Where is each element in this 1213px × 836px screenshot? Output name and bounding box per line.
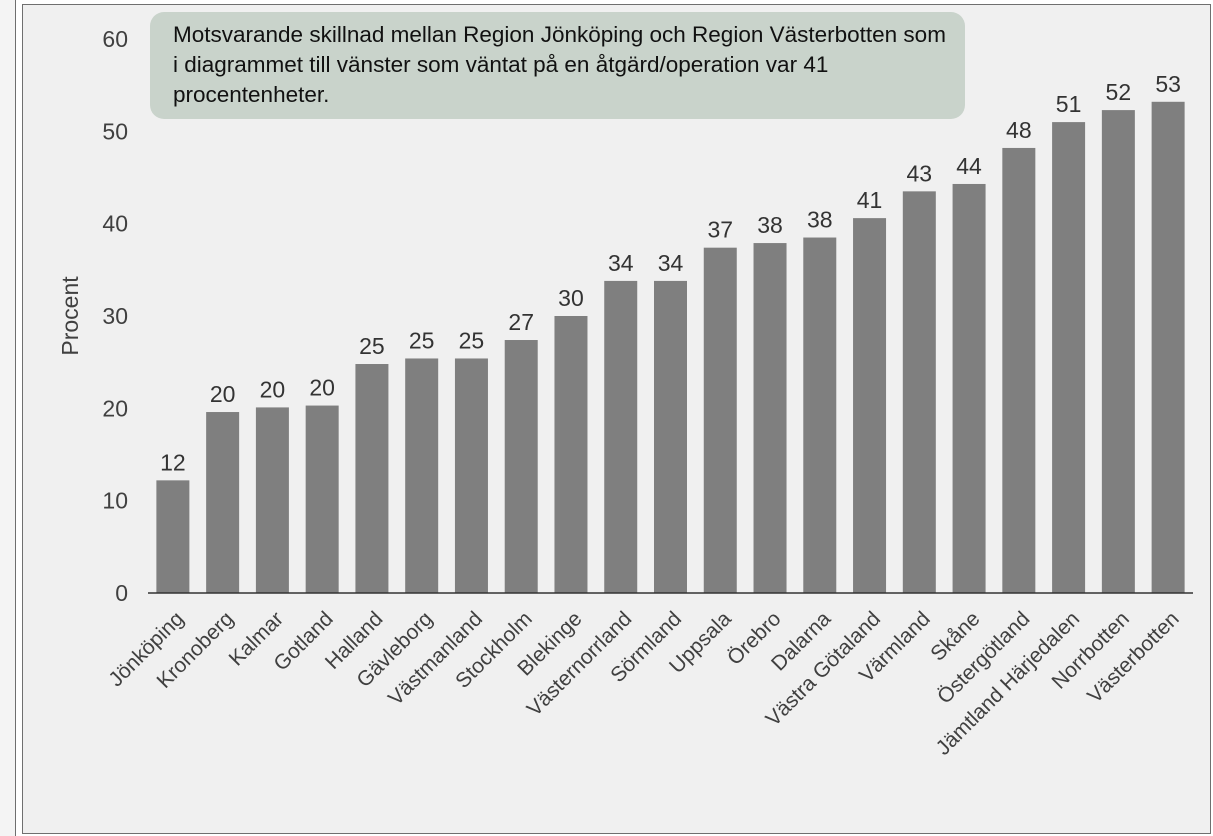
bar bbox=[554, 316, 588, 593]
data-label: 37 bbox=[707, 217, 733, 243]
bar bbox=[355, 364, 389, 593]
left-frame-border bbox=[0, 0, 16, 836]
data-label: 53 bbox=[1155, 71, 1181, 97]
data-label: 30 bbox=[558, 285, 584, 311]
bar bbox=[803, 237, 837, 593]
y-tick-label: 40 bbox=[102, 211, 128, 237]
data-label: 52 bbox=[1106, 79, 1132, 105]
y-tick-label: 10 bbox=[102, 488, 128, 514]
data-label: 34 bbox=[658, 250, 684, 276]
annotation-callout: Motsvarande skillnad mellan Region Jönkö… bbox=[150, 12, 965, 119]
data-label: 12 bbox=[160, 449, 186, 475]
data-label: 48 bbox=[1006, 117, 1032, 143]
bar bbox=[1101, 110, 1135, 593]
bar bbox=[156, 480, 190, 593]
data-label: 51 bbox=[1056, 91, 1082, 117]
data-label: 38 bbox=[757, 212, 783, 238]
bar bbox=[853, 218, 887, 594]
bar bbox=[305, 405, 339, 593]
y-axis-ticks: 0 10 20 30 40 50 60 bbox=[102, 26, 128, 606]
bar bbox=[753, 243, 787, 593]
bar bbox=[654, 280, 687, 593]
y-tick-label: 50 bbox=[102, 118, 128, 144]
data-label: 25 bbox=[359, 333, 385, 359]
bar bbox=[703, 247, 737, 593]
bars bbox=[156, 101, 1185, 594]
bar bbox=[504, 340, 538, 593]
y-tick-label: 30 bbox=[102, 303, 128, 329]
bar bbox=[255, 407, 289, 593]
y-axis-label: Procent bbox=[57, 276, 83, 356]
y-tick-label: 60 bbox=[102, 26, 128, 52]
y-tick-label: 0 bbox=[115, 580, 128, 606]
bar bbox=[1151, 101, 1185, 593]
data-label: 25 bbox=[459, 327, 485, 353]
data-label: 25 bbox=[409, 327, 435, 353]
bar bbox=[952, 183, 986, 594]
data-label: 27 bbox=[508, 309, 534, 335]
y-tick-label: 20 bbox=[102, 395, 128, 421]
bar bbox=[405, 358, 439, 593]
bar bbox=[206, 412, 240, 593]
data-label: 43 bbox=[907, 160, 933, 186]
data-labels: 12 20 20 20 25 25 25 27 30 34 34 37 38 38 41 43 44 48 51 52… bbox=[160, 71, 1181, 476]
data-label: 20 bbox=[210, 381, 236, 407]
bar bbox=[454, 358, 488, 593]
data-label: 20 bbox=[309, 375, 335, 401]
bar bbox=[604, 280, 638, 593]
x-axis-tick-labels: JönköpingKronobergKalmarGotlandHallandGä… bbox=[104, 607, 1183, 760]
data-label: 44 bbox=[956, 153, 982, 179]
data-label: 34 bbox=[608, 250, 634, 276]
bar bbox=[1052, 122, 1086, 593]
data-label: 20 bbox=[260, 376, 286, 402]
data-label: 41 bbox=[857, 187, 883, 213]
bar bbox=[1002, 147, 1036, 593]
bar bbox=[902, 191, 936, 593]
data-label: 38 bbox=[807, 207, 833, 233]
